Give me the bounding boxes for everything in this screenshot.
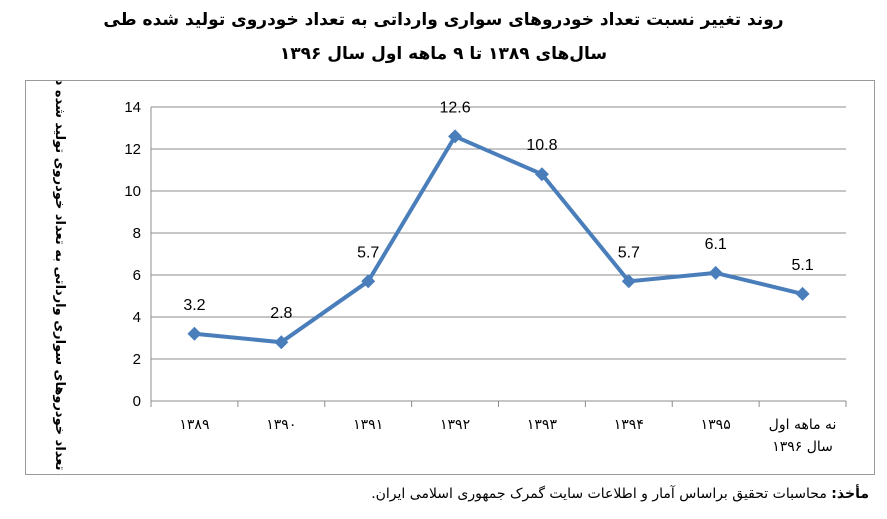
x-tick-label: ۱۳۹۰ (266, 417, 296, 433)
x-tick-label: ۱۳۹۲ (440, 417, 470, 433)
data-point-marker (621, 274, 636, 289)
data-label: 3.2 (183, 297, 205, 314)
data-label: 6.1 (705, 236, 727, 253)
x-tick-label: ۱۳۸۹ (179, 417, 209, 433)
data-point-marker (534, 167, 549, 182)
y-tick-label: 4 (133, 309, 141, 326)
chart-title-line-1: روند تغییر نسبت تعداد خودروهای سواری وار… (103, 10, 784, 30)
data-label: 2.8 (270, 305, 292, 322)
y-tick-label: 0 (133, 393, 141, 410)
data-label: 5.7 (618, 244, 640, 261)
x-tick-label: نه ماهه اول (769, 417, 837, 433)
line-chart: 0 2 4 6 8 10 12 14 ۱۳۸۹ ۱۳۹۰ ۱۳۹۱ ۱۳۹۲ ۱۳۹۳ ۱۳۹۴ ۱۳۹۵ ن… (52, 81, 847, 476)
data-point-marker (795, 286, 810, 301)
source-label: مأخذ: (831, 486, 869, 502)
data-label: 5.1 (791, 257, 813, 274)
y-tick-label: 10 (124, 183, 141, 200)
data-point-marker (448, 129, 463, 144)
chart-title-line-2: سال‌های ۱۳۸۹ تا ۹ ماهه اول سال ۱۳۹۶ (279, 44, 608, 64)
data-point-marker (361, 274, 376, 289)
x-tick-label: ۱۳۹۴ (614, 417, 644, 433)
x-tick-label: سال ۱۳۹۶ (772, 439, 833, 455)
y-tick-label: 6 (133, 267, 141, 284)
y-tick-label: 8 (133, 225, 141, 242)
y-tick-label: 14 (124, 99, 141, 116)
source-text: محاسبات تحقیق براساس آمار و اطلاعات سایت… (371, 486, 832, 502)
data-point-marker (187, 326, 202, 341)
data-label: 5.7 (357, 244, 379, 261)
chart-area: 0 2 4 6 8 10 12 14 ۱۳۸۹ ۱۳۹۰ ۱۳۹۱ ۱۳۹۲ ۱۳۹۳ ۱۳۹۴ ۱۳۹۵ ن… (25, 80, 875, 476)
source-note: مأخذ: محاسبات تحقیق براساس آمار و اطلاعا… (371, 486, 869, 502)
data-point-marker (708, 265, 723, 280)
x-tick-label: ۱۳۹۳ (527, 417, 558, 433)
data-label: 10.8 (526, 137, 557, 154)
data-label: 12.6 (439, 99, 470, 116)
x-tick-label: ۱۳۹۱ (353, 417, 383, 433)
y-tick-label: 12 (124, 141, 141, 158)
x-tick-label: ۱۳۹۵ (701, 417, 731, 433)
series-line (192, 134, 805, 345)
y-axis-title: نسبت تعداد خودروهای سواری وارداتی به تعد… (52, 81, 67, 476)
y-tick-label: 2 (133, 351, 141, 368)
data-point-marker (274, 335, 289, 350)
